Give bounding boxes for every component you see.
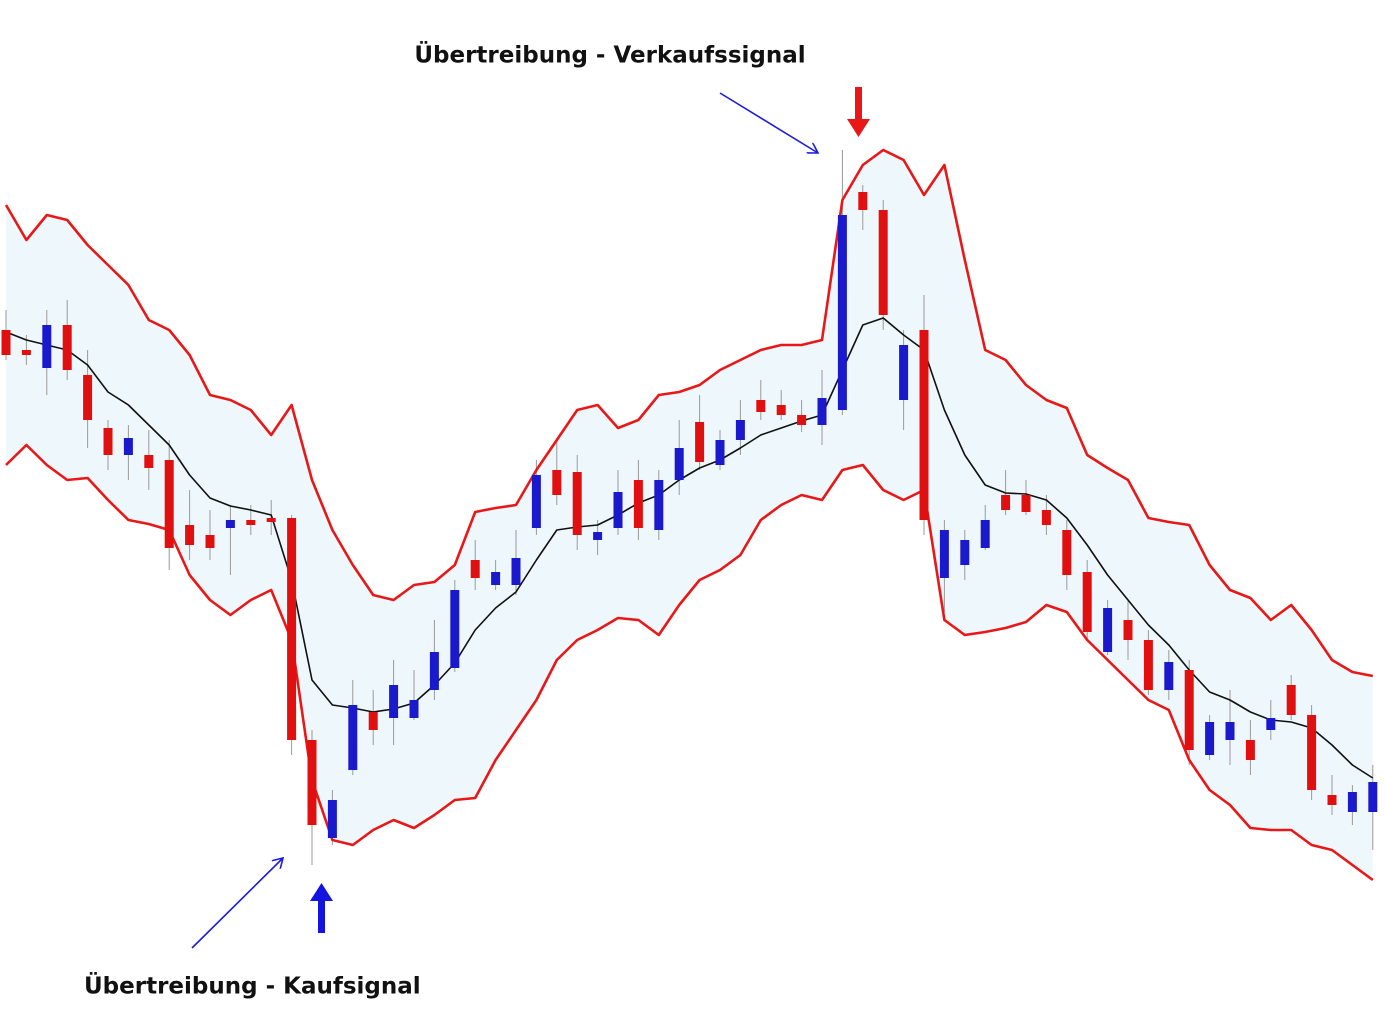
candle-body <box>960 540 970 565</box>
candle-body <box>1164 662 1174 690</box>
candle-body <box>1062 530 1072 575</box>
candle-body <box>1205 722 1215 755</box>
pointer-arrow <box>191 858 283 949</box>
candle-body <box>470 560 480 578</box>
candle-body <box>613 492 623 528</box>
bollinger-band <box>4 148 1374 678</box>
bollinger-band <box>5 443 1374 882</box>
plot-area <box>1 148 1378 882</box>
sell-arrow <box>847 87 870 137</box>
candle-body <box>531 475 541 528</box>
candle-body <box>817 398 827 425</box>
buy-arrow <box>310 883 333 933</box>
candle-body <box>103 428 113 455</box>
candle-body <box>1286 685 1296 715</box>
candle-body <box>939 530 949 578</box>
candle-body <box>756 400 766 412</box>
annotation: Übertreibung - Verkaufssignal <box>414 41 805 69</box>
candle-body <box>919 330 929 520</box>
candle-body <box>552 470 562 495</box>
candle-body <box>246 520 256 525</box>
candle-body <box>42 325 52 368</box>
candle-body <box>1266 718 1276 730</box>
candle-body <box>83 375 93 420</box>
candle-body <box>674 448 684 480</box>
candle-body <box>409 700 419 718</box>
candle-body <box>287 518 297 740</box>
candle-body <box>327 800 337 838</box>
candle-body <box>368 712 378 730</box>
candle-body <box>735 420 745 440</box>
candle-body <box>205 535 215 548</box>
candle-body <box>1143 640 1153 690</box>
pointer-arrow <box>719 92 818 153</box>
candle-body <box>572 472 582 535</box>
annotation: Übertreibung - Kaufsignal <box>84 972 421 1000</box>
candle-body <box>797 415 807 425</box>
annotation-arrows <box>191 87 870 949</box>
candle-body <box>1021 495 1031 512</box>
candle-body <box>1327 795 1337 805</box>
candle-body <box>123 438 133 455</box>
candle-body <box>858 192 868 210</box>
middle-band <box>5 317 1374 779</box>
candle-body <box>878 210 888 315</box>
candle-body <box>21 350 31 355</box>
candle-body <box>1307 715 1317 790</box>
candle-body <box>1001 495 1011 510</box>
candle-body <box>1041 510 1051 525</box>
candle-body <box>225 520 235 528</box>
candle-body <box>1184 670 1194 750</box>
candle-body <box>348 705 358 770</box>
candle-body <box>899 345 909 400</box>
candle-body <box>491 572 501 585</box>
candle-body <box>654 480 664 530</box>
candle-body <box>695 422 705 462</box>
band-fill <box>6 150 1373 880</box>
candle-body <box>450 590 460 668</box>
candle-body <box>715 440 725 465</box>
candle-body <box>389 685 399 718</box>
candle-body <box>307 740 317 825</box>
candle-body <box>164 460 174 548</box>
candle-body <box>511 558 521 585</box>
candle-body <box>1103 608 1113 652</box>
candle-body <box>62 325 72 370</box>
candle-body <box>429 652 439 690</box>
candle-body <box>1368 782 1378 812</box>
candle-body <box>776 405 786 415</box>
candle-body <box>1245 740 1255 760</box>
candle-body <box>980 520 990 548</box>
candle-body <box>266 518 276 522</box>
candle-body <box>1225 722 1235 740</box>
candle-body <box>837 215 847 410</box>
candle-body <box>1 330 11 355</box>
candle-body <box>1123 620 1133 640</box>
candle-body <box>1082 572 1092 632</box>
candle-body <box>593 532 603 540</box>
candle-body <box>633 480 643 528</box>
candle-body <box>1347 792 1357 812</box>
candle-body <box>144 455 154 468</box>
candle-body <box>185 525 195 545</box>
